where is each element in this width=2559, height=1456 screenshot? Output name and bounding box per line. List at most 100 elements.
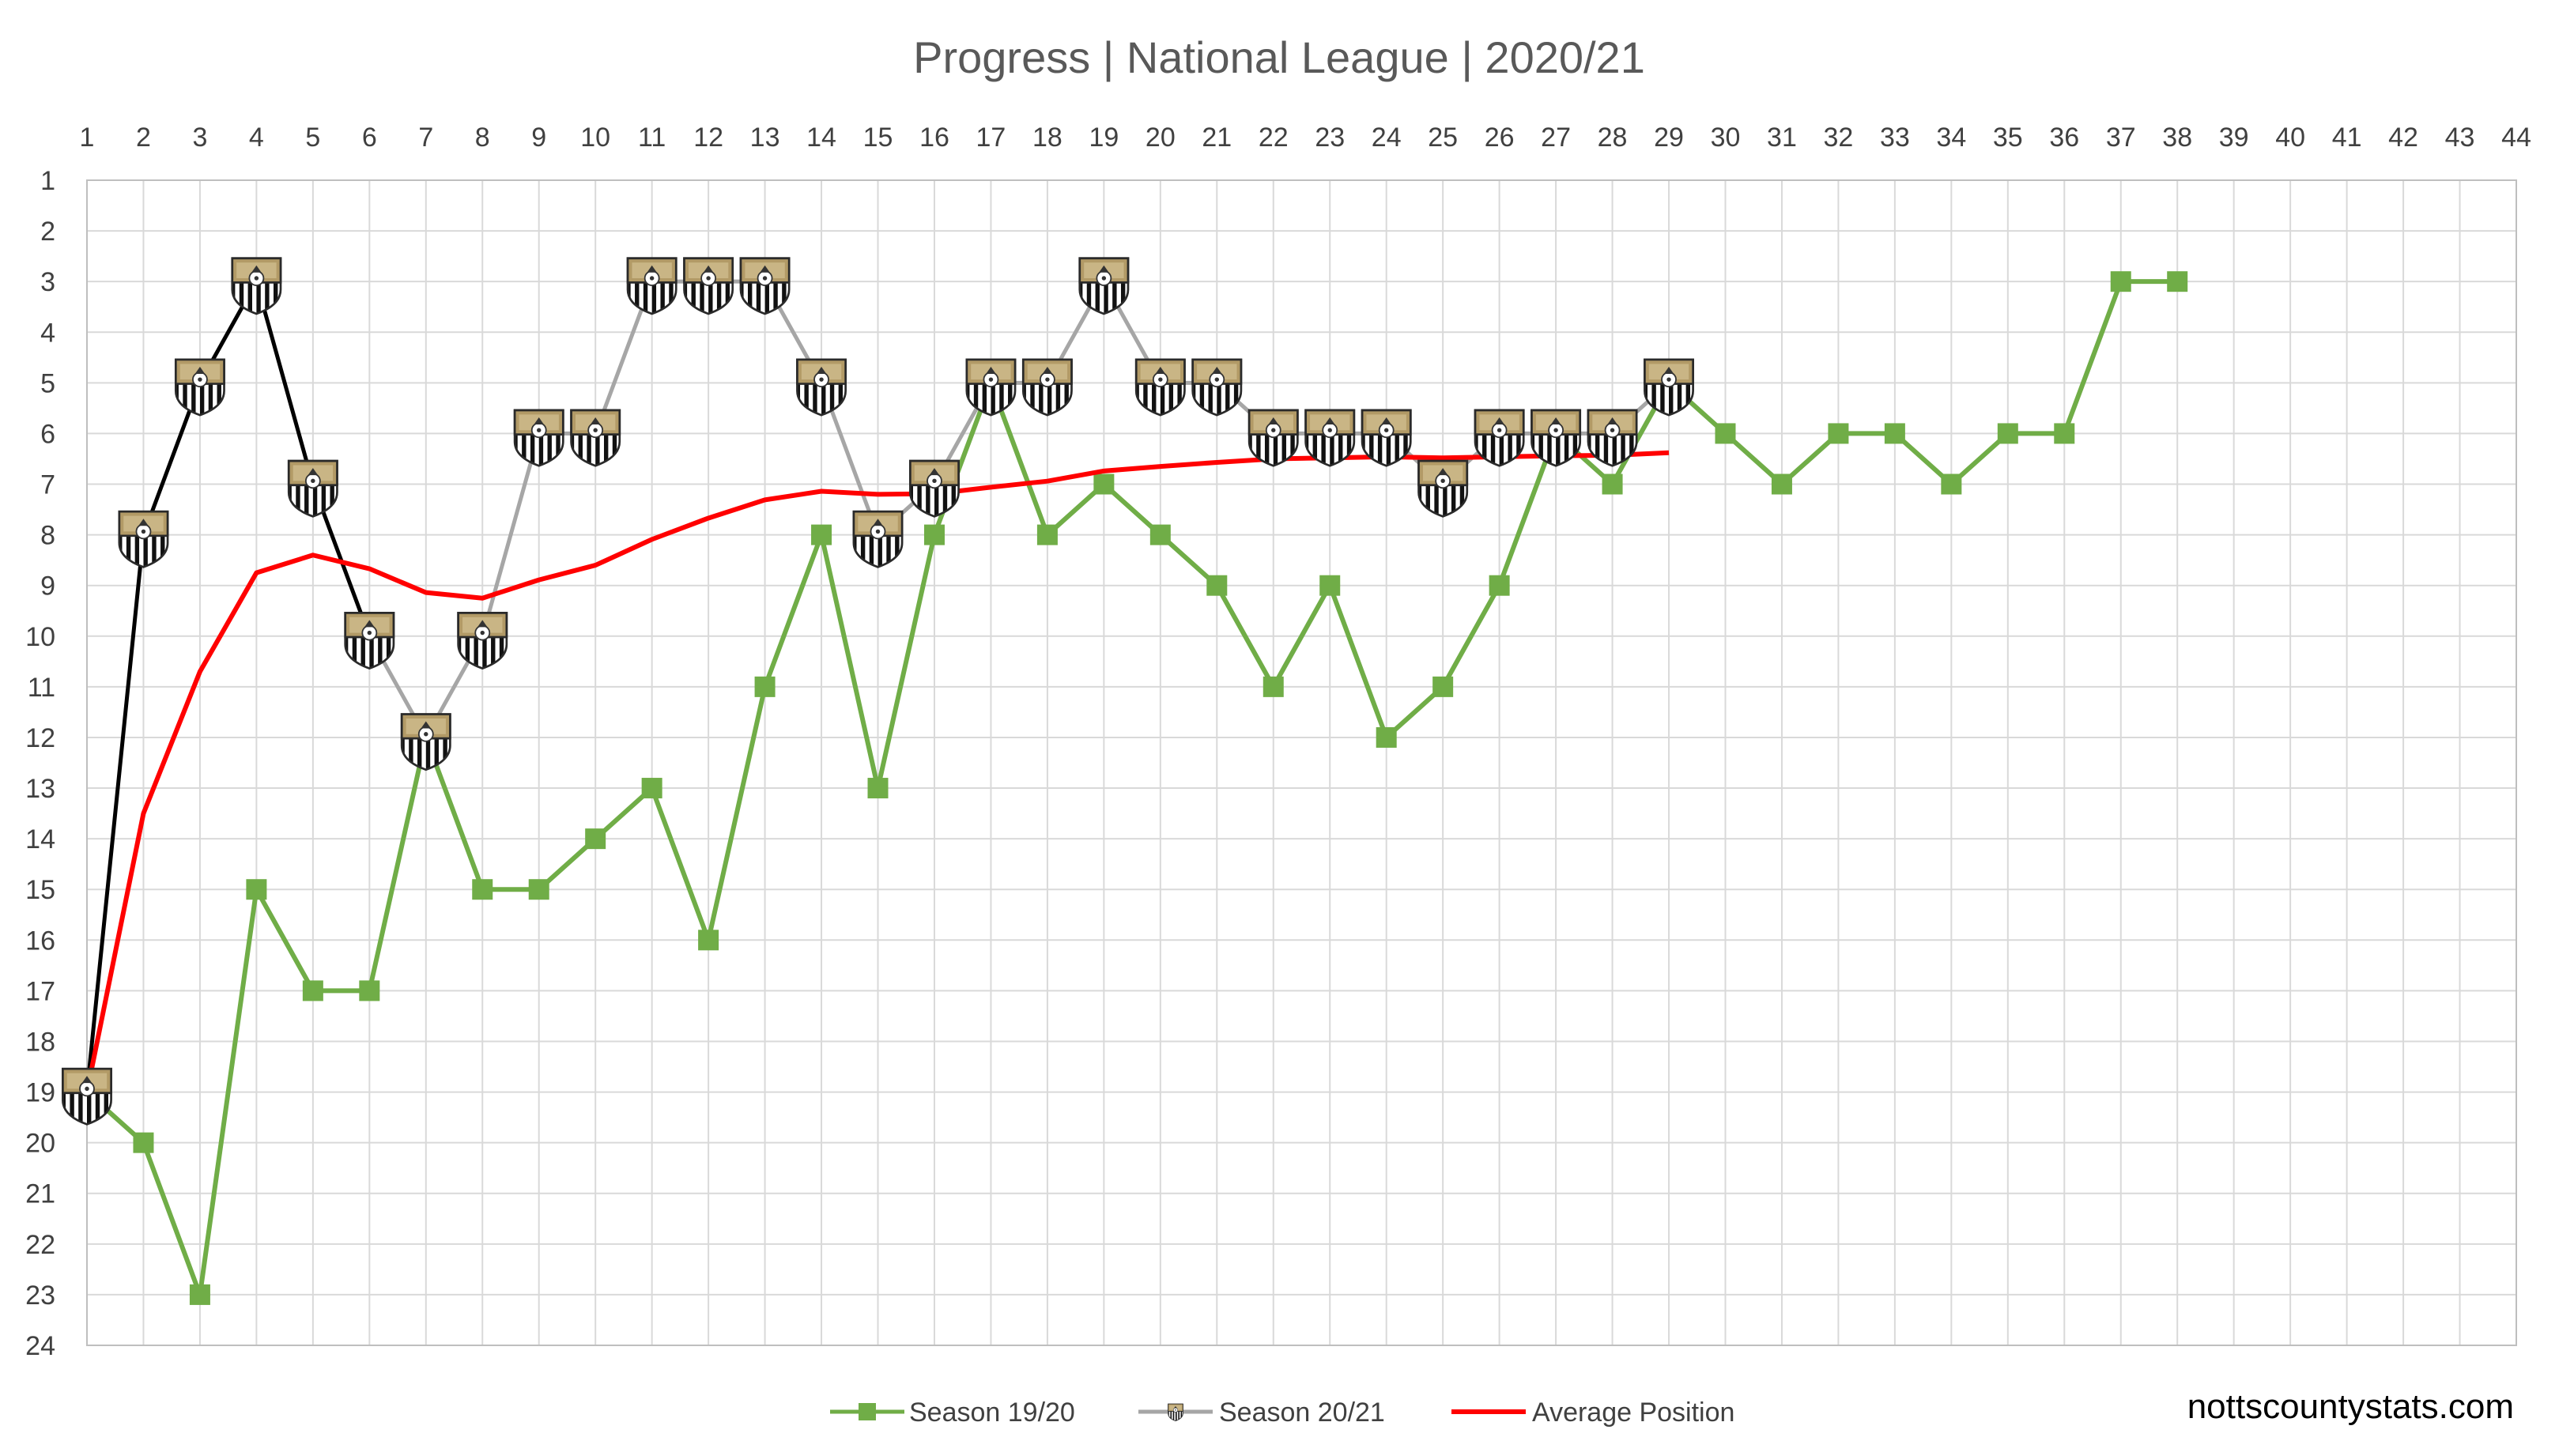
y-tick-label-19: 19: [25, 1078, 55, 1108]
marker-season-19-20-match-8: [472, 879, 493, 900]
marker-season-19-20-match-22: [1263, 676, 1284, 697]
y-tick-label-24: 24: [25, 1331, 55, 1361]
marker-crest-icon-match-22: [1247, 409, 1299, 467]
marker-crest-icon-match-21: [1191, 358, 1243, 417]
x-axis-tick-labels: 1 2 3 4 5 6 7 8 9 10 11 12 13 14 15 16 17 18 19 20 21 22 23 24 2…: [80, 123, 2531, 153]
y-tick-label-6: 6: [40, 419, 55, 449]
marker-season-19-20-match-37: [2110, 271, 2131, 292]
y-tick-label-21: 21: [25, 1179, 55, 1209]
marker-season-19-20-match-20: [1149, 524, 1171, 545]
marker-crest-icon-match-23: [1304, 409, 1356, 467]
x-tick-label-23: 23: [1315, 123, 1345, 153]
x-tick-label-41: 41: [2332, 123, 2362, 153]
x-tick-label-32: 32: [1824, 123, 1854, 153]
plot-area: [86, 179, 2517, 1346]
legend-item-average-position[interactable]: Average Position: [1451, 1398, 1734, 1428]
marker-crest-icon-match-9: [513, 409, 564, 467]
y-tick-label-11: 11: [28, 673, 55, 703]
x-tick-label-5: 5: [305, 123, 320, 153]
y-tick-label-5: 5: [40, 368, 55, 398]
marker-crest-icon-match-7: [400, 713, 451, 771]
x-tick-label-26: 26: [1485, 123, 1515, 153]
marker-season-19-20-match-6: [359, 980, 380, 1001]
y-tick-label-2: 2: [40, 217, 55, 247]
marker-season-19-20-match-9: [528, 879, 549, 900]
marker-crest-icon-match-14: [795, 358, 847, 417]
marker-season-19-20-match-19: [1093, 473, 1115, 495]
series-line-average-position: [85, 450, 1670, 1093]
marker-crest-icon-match-11: [626, 257, 677, 315]
marker-season-19-20-match-28: [1602, 473, 1623, 495]
horizontal-gridlines: [87, 179, 2516, 1346]
y-tick-label-20: 20: [25, 1129, 55, 1159]
x-tick-label-17: 17: [976, 123, 1006, 153]
marker-crest-icon-match-28: [1587, 409, 1638, 467]
x-tick-label-12: 12: [693, 123, 723, 153]
marker-crest-icon-match-24: [1361, 409, 1412, 467]
x-tick-label-29: 29: [1654, 123, 1684, 153]
x-tick-label-42: 42: [2388, 123, 2418, 153]
marker-season-19-20-match-36: [2054, 423, 2075, 444]
marker-crest-icon-match-26: [1474, 409, 1525, 467]
x-tick-label-36: 36: [2049, 123, 2079, 153]
y-tick-label-14: 14: [25, 824, 55, 854]
marker-season-19-20-match-25: [1432, 676, 1454, 697]
legend: Season 19/20 Season 20/21 Average Positi…: [830, 1398, 1734, 1428]
y-tick-label-12: 12: [25, 723, 55, 753]
y-tick-label-17: 17: [25, 976, 55, 1006]
y-tick-label-1: 1: [40, 166, 55, 196]
x-tick-label-8: 8: [475, 123, 490, 153]
marker-season-19-20-match-11: [641, 778, 662, 799]
x-tick-label-2: 2: [136, 123, 151, 153]
marker-crest-icon-match-12: [682, 257, 734, 315]
marker-crest-icon-match-16: [908, 459, 961, 518]
marker-season-19-20-match-3: [189, 1284, 210, 1305]
x-tick-label-38: 38: [2162, 123, 2192, 153]
marker-crest-icon-match-18: [1021, 358, 1074, 417]
y-tick-label-23: 23: [25, 1281, 55, 1311]
marker-season-19-20-match-23: [1319, 575, 1341, 596]
y-tick-label-9: 9: [40, 571, 55, 602]
x-tick-label-44: 44: [2501, 123, 2531, 153]
x-tick-label-10: 10: [580, 123, 610, 153]
x-tick-label-33: 33: [1880, 123, 1910, 153]
x-tick-label-6: 6: [362, 123, 377, 153]
vertical-gridlines: [86, 180, 2517, 1345]
legend-item-season-19-20[interactable]: Season 19/20: [830, 1398, 1075, 1428]
x-tick-label-40: 40: [2275, 123, 2305, 153]
y-tick-label-13: 13: [25, 774, 55, 804]
x-tick-label-9: 9: [531, 123, 546, 153]
marker-season-19-20-match-16: [923, 524, 945, 545]
x-tick-label-27: 27: [1541, 123, 1571, 153]
marker-season-19-20-match-2: [133, 1132, 154, 1153]
y-tick-label-3: 3: [40, 267, 55, 297]
series-line-season-20-21: [368, 279, 1670, 740]
y-tick-label-16: 16: [25, 926, 55, 956]
chart-title: Progress | National League | 2020/21: [913, 32, 1645, 82]
x-tick-label-34: 34: [1936, 123, 1966, 153]
x-tick-label-14: 14: [806, 123, 836, 153]
x-tick-label-35: 35: [1993, 123, 2023, 153]
x-tick-label-31: 31: [1767, 123, 1797, 153]
marker-season-19-20-match-35: [1997, 423, 2018, 444]
x-tick-label-22: 22: [1259, 123, 1289, 153]
marker-season-19-20-match-14: [811, 524, 832, 545]
marker-crest-icon-match-15: [852, 510, 904, 568]
marker-crest-icon-match-1: [61, 1067, 113, 1126]
legend-label-season-19-20: Season 19/20: [909, 1398, 1075, 1428]
marker-crest-icon-match-29: [1643, 358, 1695, 417]
legend-item-season-20-21[interactable]: Season 20/21: [1138, 1398, 1385, 1428]
marker-crest-icon-match-3: [174, 358, 226, 417]
marker-season-19-20-match-10: [585, 828, 606, 850]
y-tick-label-10: 10: [25, 622, 55, 652]
marker-season-19-20-match-38: [2167, 271, 2188, 292]
x-tick-label-7: 7: [418, 123, 433, 153]
credit-text: nottscountystats.com: [2187, 1387, 2514, 1426]
marker-season-19-20-match-24: [1376, 726, 1397, 748]
plot-border: [86, 179, 2517, 1346]
x-tick-label-28: 28: [1598, 123, 1628, 153]
marker-crest-icon-match-10: [570, 409, 621, 467]
x-tick-label-21: 21: [1202, 123, 1232, 153]
